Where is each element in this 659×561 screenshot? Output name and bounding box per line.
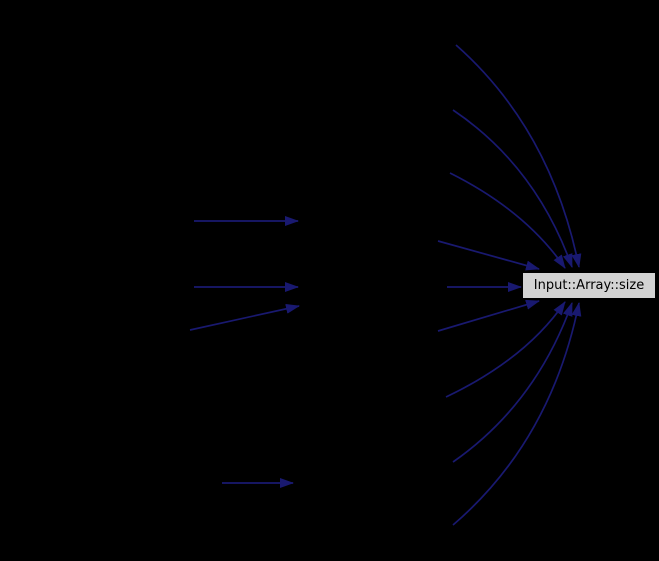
call-edge bbox=[455, 44, 582, 268]
call-edge bbox=[437, 240, 540, 271]
call-edge bbox=[189, 303, 300, 331]
call-edge bbox=[445, 301, 566, 398]
call-edge bbox=[452, 109, 573, 268]
call-edge bbox=[449, 172, 566, 269]
edge-layer bbox=[189, 44, 582, 526]
call-edge bbox=[437, 299, 540, 332]
call-edge bbox=[452, 302, 573, 463]
call-edge bbox=[452, 302, 582, 526]
node-input-array-size: Input::Array::size bbox=[522, 272, 656, 299]
node-label: Input::Array::size bbox=[533, 278, 645, 293]
